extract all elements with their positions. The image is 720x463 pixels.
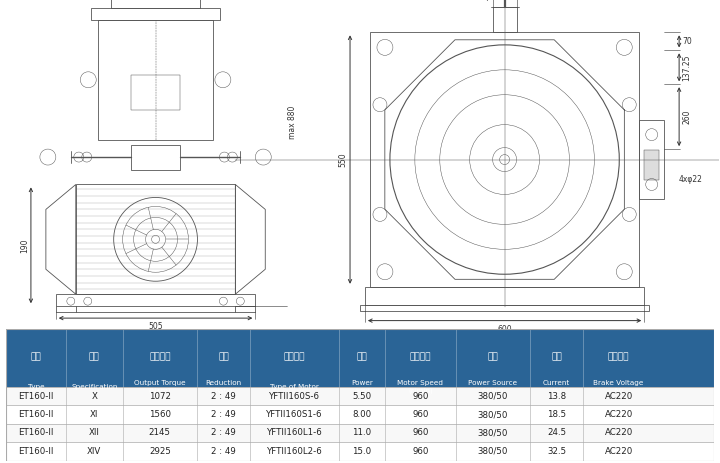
FancyBboxPatch shape [6,387,714,405]
Text: 32.5: 32.5 [547,447,566,456]
Text: 960: 960 [412,428,428,438]
Bar [98,20,213,140]
Bar [130,144,181,169]
Text: ET160-II: ET160-II [18,447,53,456]
Text: 960: 960 [412,392,428,400]
Text: 2925: 2925 [149,447,171,456]
Text: Current
(A): Current (A) [543,380,570,394]
Text: 电机转速: 电机转速 [410,352,431,361]
Text: 380/50: 380/50 [477,447,508,456]
Text: X: X [91,392,97,400]
Text: AC220: AC220 [605,392,633,400]
Text: AC220: AC220 [605,447,633,456]
Text: YFTII160L1-6: YFTII160L1-6 [266,428,323,438]
Text: 960: 960 [412,447,428,456]
Text: 600: 600 [498,325,512,334]
Text: 70: 70 [682,37,692,46]
Text: 11.0: 11.0 [352,428,372,438]
Text: 电流: 电流 [552,352,562,361]
Text: 1072: 1072 [149,392,171,400]
Text: 2145: 2145 [149,428,171,438]
Text: 输出扔矩: 输出扔矩 [149,352,171,361]
Text: 5.50: 5.50 [352,392,372,400]
Text: 505: 505 [148,322,163,331]
Bar [91,8,220,20]
Text: 2 : 49: 2 : 49 [211,392,236,400]
Text: YFTII160L2-6: YFTII160L2-6 [266,447,323,456]
Text: YFTII160S1-6: YFTII160S1-6 [266,410,323,419]
Text: 功率: 功率 [356,352,367,361]
Bar [639,119,664,200]
Text: XII: XII [89,428,100,438]
Bar [644,150,660,180]
Text: XI: XI [90,410,99,419]
Text: Specification: Specification [71,384,117,390]
Text: 18.5: 18.5 [547,410,566,419]
Text: Power Source
(V/Hz): Power Source (V/Hz) [468,380,518,394]
Text: 380/50: 380/50 [477,392,508,400]
Bar [111,0,200,8]
Text: 15.0: 15.0 [352,447,372,456]
Text: 960: 960 [412,410,428,419]
Text: 2 : 49: 2 : 49 [211,447,236,456]
Text: XIV: XIV [87,447,102,456]
Text: 380/50: 380/50 [477,428,508,438]
Text: Power
(kw): Power (kw) [351,380,373,394]
Text: 137.25: 137.25 [682,54,691,81]
Text: 2 : 49: 2 : 49 [211,410,236,419]
Text: 4xφ22: 4xφ22 [679,175,703,183]
Text: 24.5: 24.5 [547,428,566,438]
FancyBboxPatch shape [6,329,714,387]
Text: 260: 260 [682,109,691,124]
Text: 550: 550 [338,152,347,167]
Bar [492,7,516,32]
FancyBboxPatch shape [6,405,714,424]
Text: Brake Voltage
(V): Brake Voltage (V) [593,380,644,394]
Text: 制动电压: 制动电压 [608,352,629,361]
Text: Motor Speed
(r/min): Motor Speed (r/min) [397,380,444,394]
Text: 规格: 规格 [89,352,99,361]
Text: Type: Type [27,384,44,390]
Text: 190: 190 [20,238,29,253]
Text: 速比: 速比 [218,352,229,361]
FancyBboxPatch shape [6,442,714,461]
Bar [370,32,639,287]
Bar [130,75,181,110]
Bar [56,294,256,306]
Text: 型号: 型号 [30,352,41,361]
FancyBboxPatch shape [6,424,714,442]
Text: 13.8: 13.8 [547,392,566,400]
Text: AC220: AC220 [605,410,633,419]
Text: AC220: AC220 [605,428,633,438]
Text: ET160-II: ET160-II [18,392,53,400]
Text: 电机型号: 电机型号 [284,352,305,361]
Text: 1560: 1560 [149,410,171,419]
Text: ET160-II: ET160-II [18,410,53,419]
Text: max 880: max 880 [288,106,297,139]
Bar [76,184,235,294]
Text: Output Torque
(N•m): Output Torque (N•m) [134,380,186,394]
Text: Type of Motor: Type of Motor [270,384,319,390]
Text: 2 : 49: 2 : 49 [211,428,236,438]
Text: 380/50: 380/50 [477,410,508,419]
Text: ET160-II: ET160-II [18,428,53,438]
Text: 电源: 电源 [487,352,498,361]
Text: Reduction
Ratio: Reduction Ratio [205,380,242,394]
Text: YFTII160S-6: YFTII160S-6 [269,392,320,400]
Bar [365,287,644,305]
Text: 8.00: 8.00 [352,410,372,419]
Bar [360,305,649,311]
